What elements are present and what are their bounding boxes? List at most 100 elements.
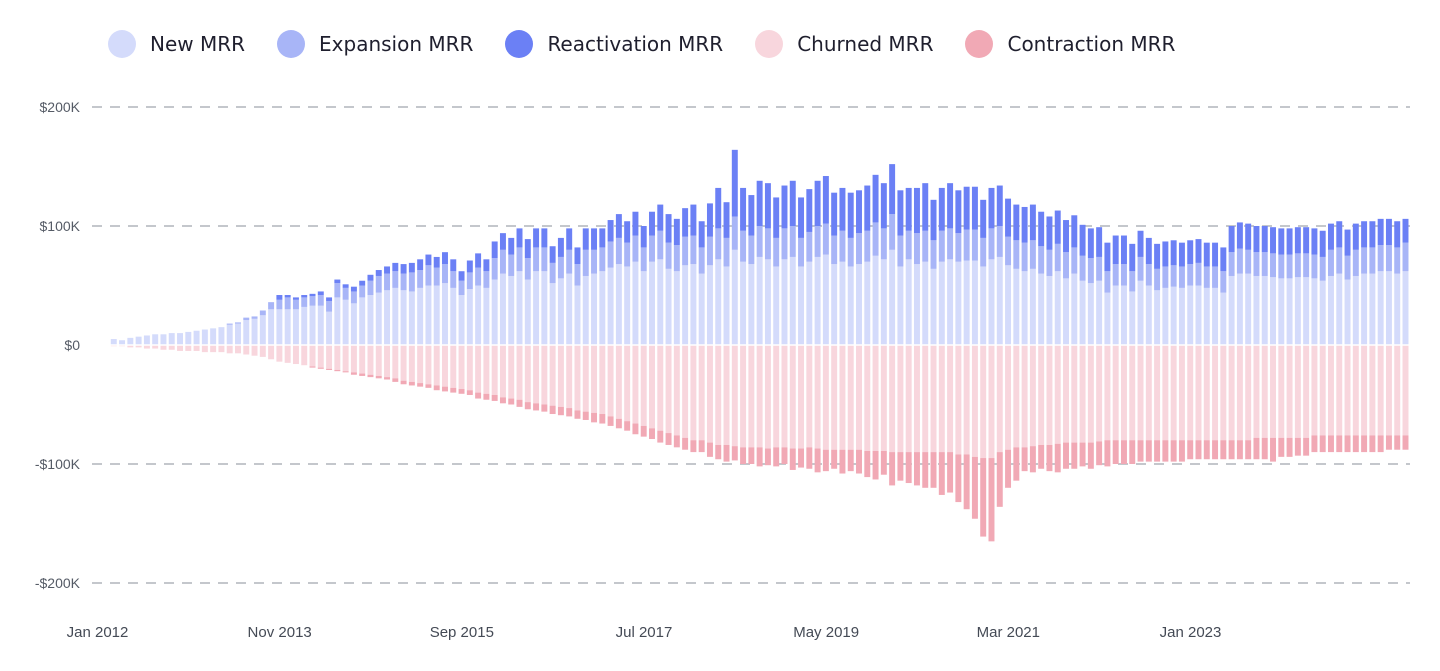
bar-contraction-mrr [1253,437,1260,460]
bar-contraction-mrr [1245,440,1252,460]
bar-contraction-mrr [574,410,581,419]
bar-expansion-mrr [1170,265,1177,287]
bar-churned-mrr [781,345,788,448]
bar-reactivation-mrr [1377,218,1384,246]
bar-reactivation-mrr [847,192,854,238]
bar-contraction-mrr [1294,437,1301,456]
bar-expansion-mrr [756,226,763,257]
bar-new-mrr [806,261,813,345]
bar-contraction-mrr [326,368,333,370]
bar-reactivation-mrr [814,180,821,226]
bar-contraction-mrr [417,383,424,387]
bar-expansion-mrr [971,229,978,261]
bar-expansion-mrr [955,233,962,262]
bar-expansion-mrr [1270,253,1276,278]
bar-expansion-mrr [499,249,506,274]
bar-contraction-mrr [483,393,490,400]
bar-expansion-mrr [1087,258,1094,284]
bar-expansion-mrr [1203,266,1210,288]
bar-churned-mrr [665,345,672,434]
bar-reactivation-mrr [475,253,482,268]
bar-expansion-mrr [458,280,465,296]
bar-expansion-mrr [657,230,664,260]
bar-contraction-mrr [359,373,366,376]
bar-contraction-mrr [971,456,978,519]
bar-new-mrr [1303,277,1310,345]
bar-reactivation-mrr [880,183,887,229]
bar-new-mrr [1071,273,1078,345]
bar-reactivation-mrr [657,204,664,231]
bar-reactivation-mrr [1054,210,1061,244]
bar-new-mrr [847,266,854,345]
bar-reactivation-mrr [524,239,531,259]
legend-item-expansion-mrr[interactable]: Expansion MRR [277,30,473,58]
bar-contraction-mrr [599,414,606,424]
bar-reactivation-mrr [649,211,655,236]
bar-expansion-mrr [1187,264,1194,286]
x-tick-label: Sep 2015 [430,624,494,641]
bar-new-mrr [1286,278,1293,345]
bar-reactivation-mrr [1261,226,1268,253]
bar-new-mrr [1195,285,1202,345]
bar-new-mrr [549,283,556,345]
bar-new-mrr [715,259,722,345]
bar-new-mrr [963,260,970,345]
bar-new-mrr [317,305,324,345]
bar-new-mrr [218,327,225,345]
bar-expansion-mrr [988,228,995,260]
bar-churned-mrr [1385,345,1392,436]
bar-churned-mrr [773,345,780,448]
bar-reactivation-mrr [284,295,291,298]
bar-expansion-mrr [615,237,622,265]
bar-reactivation-mrr [864,185,871,231]
bar-reactivation-mrr [715,187,722,229]
bar-reactivation-mrr [508,237,515,255]
bar-churned-mrr [1071,345,1078,443]
legend-item-contraction-mrr[interactable]: Contraction MRR [965,30,1175,58]
bar-new-mrr [168,333,175,345]
legend-item-reactivation-mrr[interactable]: Reactivation MRR [505,30,723,58]
bar-churned-mrr [1178,345,1185,441]
bar-churned-mrr [1079,345,1086,443]
bar-reactivation-mrr [566,228,573,250]
bar-new-mrr [988,259,995,345]
bar-new-mrr [458,295,465,345]
legend-item-churned-mrr[interactable]: Churned MRR [755,30,933,58]
bar-reactivation-mrr [756,180,763,226]
bar-new-mrr [1377,271,1384,345]
bar-contraction-mrr [889,452,896,486]
bar-expansion-mrr [806,231,813,262]
bar-new-mrr [1311,278,1318,345]
bar-churned-mrr [1063,345,1069,443]
bar-churned-mrr [1294,345,1301,438]
legend-item-new-mrr[interactable]: New MRR [108,30,245,58]
bar-churned-mrr [938,345,945,453]
bar-new-mrr [442,283,448,345]
bar-new-mrr [690,264,697,345]
bar-reactivation-mrr [839,187,846,231]
bar-expansion-mrr [1013,240,1020,269]
bar-contraction-mrr [864,450,871,478]
bar-churned-mrr [284,345,291,363]
bar-churned-mrr [210,345,217,353]
bar-churned-mrr [342,345,349,372]
y-axis: $200K $100K $0 -$100K -$200K [35,99,81,591]
bar-new-mrr [392,287,399,345]
bar-new-mrr [607,267,614,345]
bar-expansion-mrr [566,249,573,274]
bar-new-mrr [301,306,308,345]
bar-contraction-mrr [1137,440,1144,462]
bar-contraction-mrr [1021,447,1028,472]
bar-reactivation-mrr [1228,226,1235,253]
bar-new-mrr [1038,273,1045,345]
bar-churned-mrr [1311,345,1318,436]
bar-expansion-mrr [1385,245,1392,272]
bar-expansion-mrr [1253,252,1260,276]
legend-label-reactivation-mrr: Reactivation MRR [547,32,724,56]
bar-expansion-mrr [1079,255,1086,281]
bar-contraction-mrr [988,458,995,542]
bar-reactivation-mrr [1253,226,1260,253]
bar-reactivation-mrr [740,187,747,231]
bar-churned-mrr [1187,345,1194,441]
bar-new-mrr [798,266,805,345]
